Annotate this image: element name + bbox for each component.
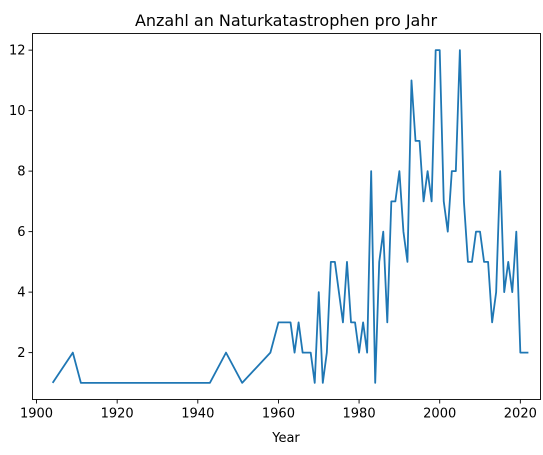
x-tick-label: 2000 bbox=[423, 407, 456, 422]
chart-title: Anzahl an Naturkatastrophen pro Jahr bbox=[135, 11, 438, 30]
x-axis-label: Year bbox=[271, 431, 300, 446]
x-tick-label: 2020 bbox=[504, 407, 537, 422]
x-tick-label: 1920 bbox=[101, 407, 134, 422]
plot-area bbox=[51, 49, 529, 384]
x-tick-label: 1940 bbox=[181, 407, 214, 422]
y-tick-label: 12 bbox=[9, 44, 26, 59]
x-axis: 1900 1920 1940 1960 1980 2000 2020 bbox=[20, 399, 537, 422]
y-tick-label: 6 bbox=[17, 225, 25, 240]
x-tick-label: 1960 bbox=[262, 407, 295, 422]
y-tick-label: 10 bbox=[9, 104, 26, 119]
series-line bbox=[51, 49, 529, 384]
y-tick-label: 8 bbox=[17, 165, 25, 180]
y-tick-label: 2 bbox=[17, 346, 25, 361]
plot-frame bbox=[32, 33, 541, 400]
y-axis: 2 4 6 8 10 12 bbox=[9, 44, 33, 361]
x-tick-label: 1900 bbox=[20, 407, 53, 422]
x-tick-label: 1980 bbox=[343, 407, 376, 422]
y-tick-label: 4 bbox=[17, 286, 25, 301]
